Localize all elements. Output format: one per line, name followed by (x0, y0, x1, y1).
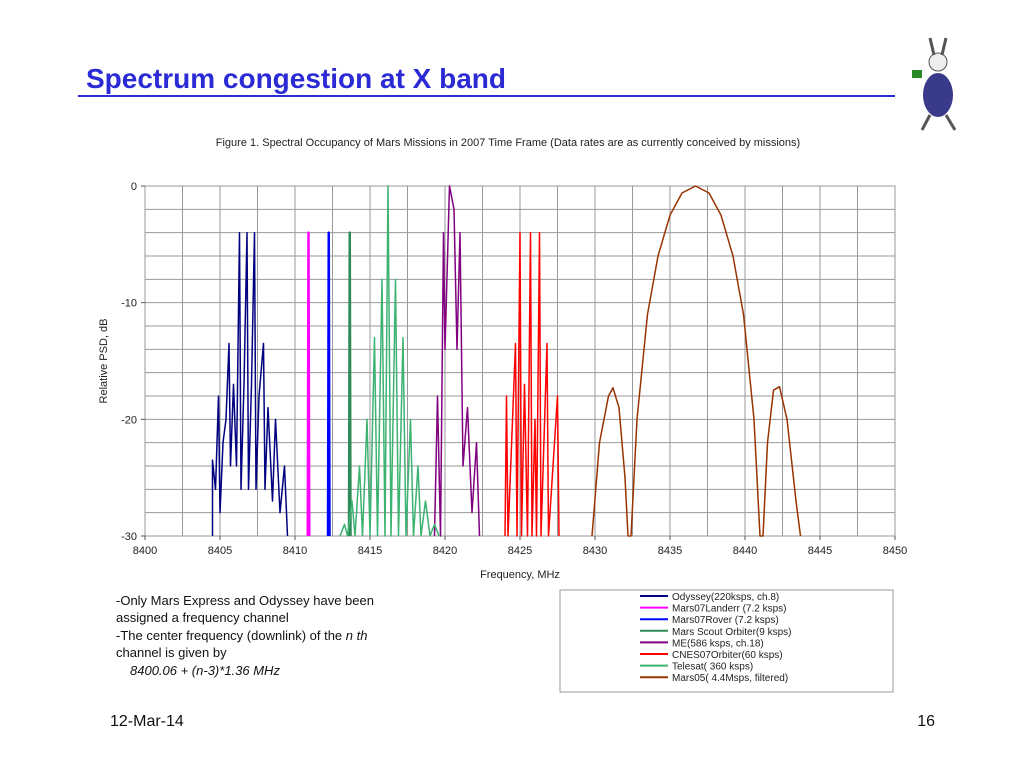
figure-title: Figure 1. Spectral Occupancy of Mars Mis… (216, 137, 800, 149)
y-tick-label: -10 (121, 298, 137, 310)
note-text: -The center frequency (downlink) of the (116, 628, 342, 643)
slide-title: Spectrum congestion at X band (86, 63, 506, 94)
notes: -Only Mars Express and Odyssey have been… (116, 593, 374, 678)
date: 12-Mar-14 (110, 713, 184, 730)
y-tick-label: -30 (121, 531, 137, 543)
x-tick-label: 8415 (358, 545, 382, 557)
x-tick-label: 8450 (883, 545, 907, 557)
x-tick-label: 8430 (583, 545, 607, 557)
note-line: -Only Mars Express and Odyssey have been (116, 593, 374, 608)
legend-label: Odyssey(220ksps, ch.8) (672, 592, 779, 603)
legend-label: Telesat( 360 ksps) (672, 662, 753, 673)
x-tick-label: 8400 (133, 545, 157, 557)
note-italic: n th (346, 628, 368, 643)
page-number: 16 (917, 713, 935, 730)
series-line (433, 185, 481, 537)
x-tick-label: 8410 (283, 545, 307, 557)
series-line (339, 185, 440, 537)
note-line: assigned a frequency channel (116, 610, 289, 625)
series-line (504, 231, 560, 537)
series-line (326, 231, 331, 537)
note-line: -The center frequency (downlink) of the … (116, 628, 367, 643)
x-tick-label: 8420 (433, 545, 457, 557)
legend-label: Mars07Rover (7.2 ksps) (672, 615, 779, 626)
series-line (591, 185, 802, 537)
legend-label: Mars07Landerr (7.2 ksps) (672, 604, 787, 615)
series-line (347, 231, 352, 537)
x-tick-label: 8405 (208, 545, 232, 557)
legend-box (559, 589, 894, 693)
y-tick-label: -20 (121, 414, 137, 426)
series-line (211, 231, 289, 537)
x-tick-label: 8425 (508, 545, 532, 557)
legend-label: Mars05( 4.4Msps, filtered) (672, 673, 788, 684)
x-axis-label: Frequency, MHz (480, 569, 560, 581)
series-line (306, 231, 311, 537)
legend-label: ME(586 ksps, ch.18) (672, 638, 764, 649)
y-axis-label: Relative PSD, dB (98, 319, 110, 404)
legend-label: CNES07Orbiter(60 ksps) (672, 650, 783, 661)
formula: 8400.06 + (n-3)*1.36 MHz (130, 663, 280, 678)
x-tick-label: 8440 (733, 545, 757, 557)
x-tick-label: 8445 (808, 545, 832, 557)
note-line: channel is given by (116, 645, 227, 660)
x-tick-label: 8435 (658, 545, 682, 557)
rabbit-logo (912, 37, 957, 131)
legend-label: Mars Scout Orbiter(9 ksps) (672, 627, 791, 638)
y-tick-label: 0 (131, 181, 137, 193)
